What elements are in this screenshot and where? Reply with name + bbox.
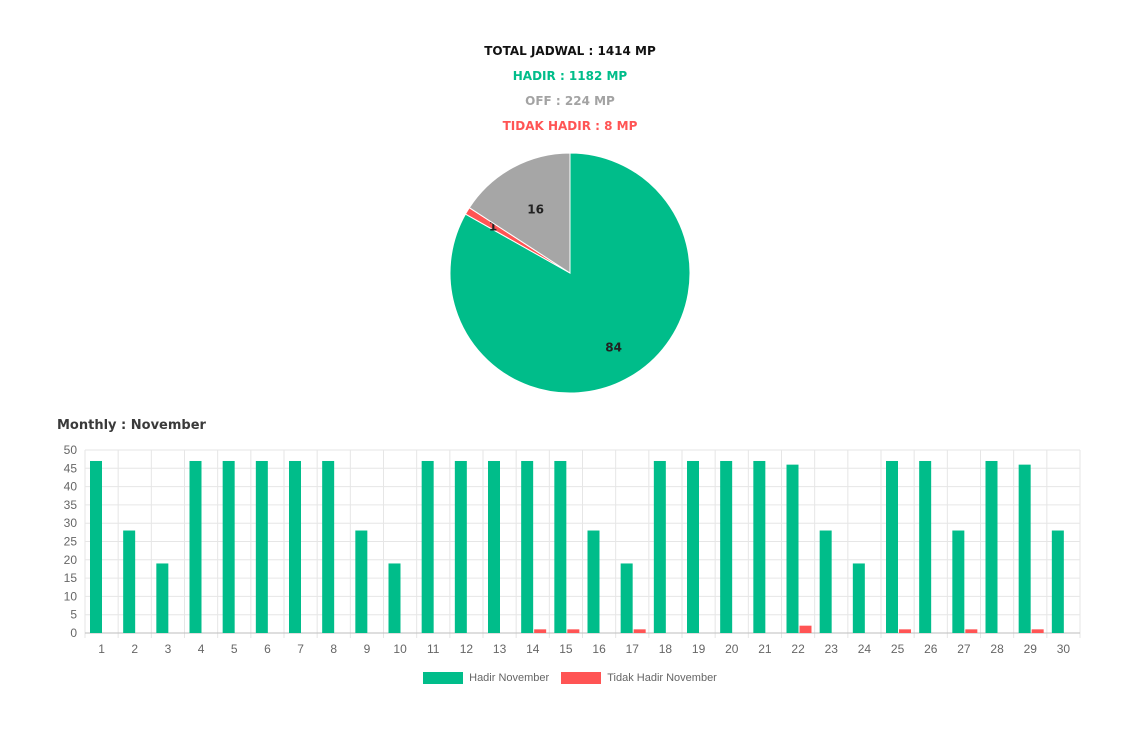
y-tick-label: 0 xyxy=(70,626,77,640)
y-tick-label: 10 xyxy=(64,589,78,603)
y-tick-label: 5 xyxy=(70,608,77,622)
legend-label-tidak-hadir: Tidak Hadir November xyxy=(607,672,717,684)
y-tick-label: 40 xyxy=(64,480,78,494)
legend-label-hadir: Hadir November xyxy=(469,672,550,684)
x-tick-label: 10 xyxy=(393,642,407,656)
legend-swatch-tidak-hadir xyxy=(561,672,602,684)
bar-hadir[interactable] xyxy=(1051,530,1064,633)
bar-hadir[interactable] xyxy=(90,460,102,633)
x-tick-label: 4 xyxy=(198,642,205,656)
total-jadwal-label: TOTAL JADWAL : 1414 MP xyxy=(484,44,656,58)
bar-hadir[interactable] xyxy=(819,530,832,633)
bar-hadir[interactable] xyxy=(156,563,169,633)
bar-hadir[interactable] xyxy=(919,460,932,633)
bar-hadir[interactable] xyxy=(720,460,733,633)
bar-hadir[interactable] xyxy=(421,460,434,633)
pie-label-off: 16 xyxy=(527,203,544,217)
x-tick-label: 3 xyxy=(165,642,172,656)
y-tick-label: 35 xyxy=(64,498,78,512)
bar-hadir[interactable] xyxy=(388,563,401,633)
x-tick-label: 26 xyxy=(924,642,938,656)
bar-tidak-hadir[interactable] xyxy=(965,629,978,633)
x-tick-label: 13 xyxy=(493,642,507,656)
bar-hadir[interactable] xyxy=(222,460,235,633)
bar-hadir[interactable] xyxy=(786,464,799,633)
bar-hadir[interactable] xyxy=(985,460,998,633)
pie-label-tidak-hadir: 1 xyxy=(489,219,497,233)
bar-hadir[interactable] xyxy=(521,460,534,633)
pie-chart: 84 1 16 xyxy=(449,152,691,394)
x-tick-label: 29 xyxy=(1024,642,1038,656)
bar-hadir[interactable] xyxy=(687,460,699,633)
bar-hadir[interactable] xyxy=(554,460,567,633)
x-tick-label: 24 xyxy=(858,642,872,656)
x-tick-label: 6 xyxy=(264,642,271,656)
x-tick-label: 9 xyxy=(364,642,371,656)
x-tick-label: 8 xyxy=(330,642,337,656)
legend-item-tidak-hadir[interactable]: Tidak Hadir November xyxy=(561,672,717,684)
bar-hadir[interactable] xyxy=(289,460,301,633)
x-tick-label: 14 xyxy=(526,642,540,656)
y-tick-label: 50 xyxy=(64,443,78,457)
x-tick-label: 22 xyxy=(791,642,805,656)
tidak-hadir-label: TIDAK HADIR : 8 MP xyxy=(502,119,638,133)
x-tick-label: 18 xyxy=(659,642,673,656)
x-tick-label: 2 xyxy=(131,642,138,656)
x-tick-label: 12 xyxy=(460,642,474,656)
x-tick-label: 21 xyxy=(758,642,772,656)
x-tick-label: 23 xyxy=(825,642,839,656)
y-tick-label: 15 xyxy=(64,571,78,585)
bar-hadir[interactable] xyxy=(255,460,268,633)
bar-tidak-hadir[interactable] xyxy=(534,629,547,633)
bar-hadir[interactable] xyxy=(488,460,500,633)
x-tick-label: 30 xyxy=(1057,642,1071,656)
bar-tidak-hadir[interactable] xyxy=(899,629,911,633)
bar-hadir[interactable] xyxy=(454,460,467,633)
y-tick-label: 45 xyxy=(64,461,78,475)
x-tick-label: 25 xyxy=(891,642,905,656)
bar-hadir[interactable] xyxy=(587,530,600,633)
bar-chart-legend: Hadir November Tidak Hadir November xyxy=(0,672,1140,684)
bar-tidak-hadir[interactable] xyxy=(799,625,812,633)
bar-tidak-hadir[interactable] xyxy=(633,629,646,633)
bar-hadir[interactable] xyxy=(886,460,898,633)
legend-swatch-hadir xyxy=(423,672,464,684)
hadir-label: HADIR : 1182 MP xyxy=(512,69,628,83)
pie-slice-off[interactable] xyxy=(468,152,571,274)
x-tick-label: 28 xyxy=(990,642,1004,656)
x-tick-label: 17 xyxy=(626,642,640,656)
y-tick-label: 30 xyxy=(64,516,78,530)
bar-hadir[interactable] xyxy=(620,563,633,633)
bar-hadir[interactable] xyxy=(322,460,335,633)
bar-hadir[interactable] xyxy=(952,530,965,633)
bar-tidak-hadir[interactable] xyxy=(1031,629,1044,633)
bar-hadir[interactable] xyxy=(653,460,666,633)
bar-hadir[interactable] xyxy=(189,460,202,633)
x-tick-label: 7 xyxy=(297,642,304,656)
pie-label-hadir: 84 xyxy=(605,341,622,355)
bar-hadir[interactable] xyxy=(355,530,368,633)
x-tick-label: 19 xyxy=(692,642,706,656)
y-tick-label: 20 xyxy=(64,553,78,567)
bar-tidak-hadir[interactable] xyxy=(567,629,580,633)
bar-hadir[interactable] xyxy=(1018,464,1031,633)
x-tick-label: 16 xyxy=(592,642,606,656)
x-tick-label: 20 xyxy=(725,642,739,656)
y-tick-label: 25 xyxy=(64,535,78,549)
bar-hadir[interactable] xyxy=(753,460,766,633)
x-tick-label: 11 xyxy=(427,642,440,656)
legend-item-hadir[interactable]: Hadir November xyxy=(423,672,549,684)
x-tick-label: 5 xyxy=(231,642,238,656)
x-tick-label: 27 xyxy=(957,642,971,656)
bar-hadir[interactable] xyxy=(852,563,865,633)
x-tick-label: 15 xyxy=(559,642,573,656)
bar-hadir[interactable] xyxy=(123,530,136,633)
monthly-chart-title: Monthly : November xyxy=(57,418,206,433)
x-tick-label: 1 xyxy=(98,642,105,656)
pie-slice-hadir[interactable] xyxy=(449,152,691,394)
off-label: OFF : 224 MP xyxy=(525,94,615,108)
